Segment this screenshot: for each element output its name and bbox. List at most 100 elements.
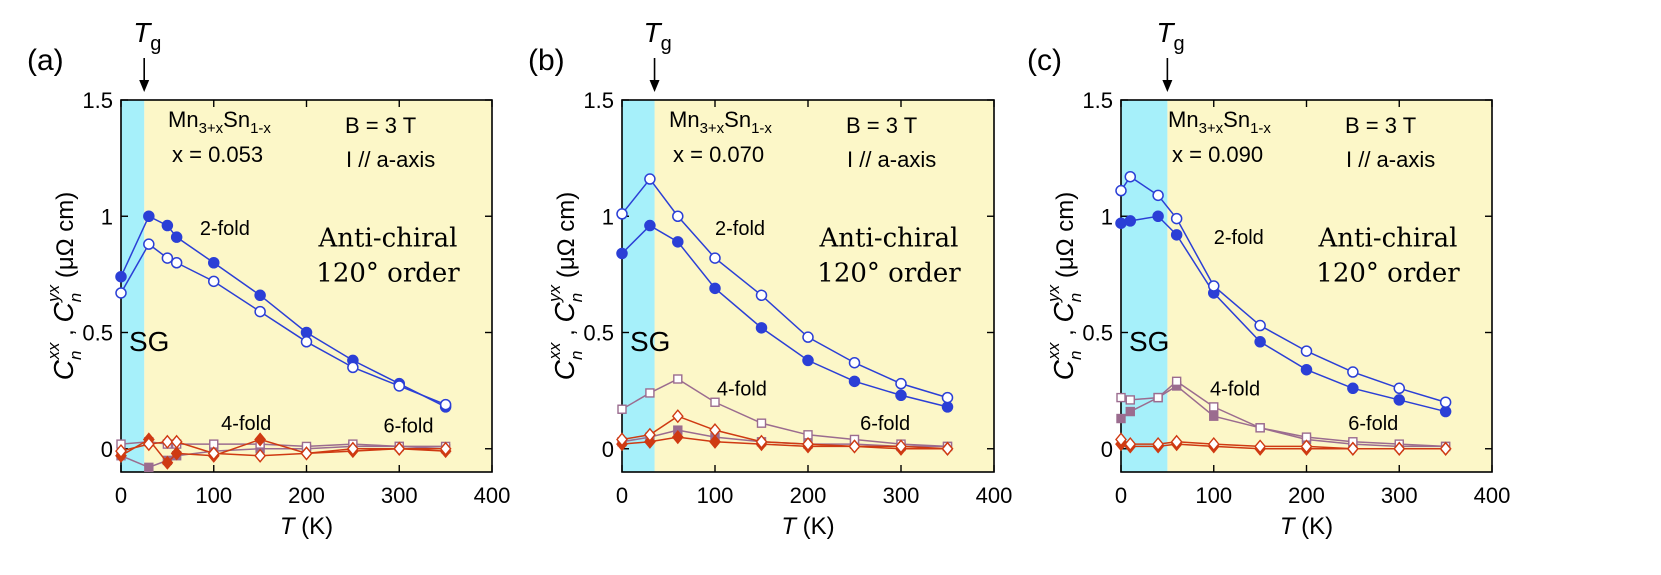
series-line (1120, 380, 1446, 448)
tg-label-main: T (133, 17, 152, 48)
series-two-xx (115, 210, 452, 413)
data-point (1393, 394, 1405, 406)
data-point (1171, 376, 1182, 387)
data-point (895, 389, 907, 402)
series-two-yx (1115, 170, 1452, 408)
series-line (1120, 438, 1446, 450)
panel-label: (b) (528, 44, 565, 77)
series-line (120, 438, 446, 464)
y-tick-label: 0.5 (82, 321, 113, 346)
y-axis-title-part: n (66, 293, 85, 302)
data-point (1300, 345, 1313, 357)
data-point (616, 432, 628, 447)
x-tick-label: 100 (697, 483, 734, 508)
data-point (645, 388, 655, 398)
data-point (142, 437, 155, 452)
data-point (1125, 395, 1135, 405)
data-point (1170, 434, 1183, 449)
data-point (115, 287, 127, 299)
tg-label-main: T (644, 17, 663, 48)
data-point (1346, 441, 1359, 456)
y-axis-title-part: C (1048, 359, 1079, 380)
data-point (755, 289, 768, 302)
x-tick-label: 400 (1474, 483, 1511, 508)
sg-label: SG (1129, 326, 1169, 357)
data-point (802, 331, 814, 343)
data-point (170, 231, 183, 243)
y-axis-title-part: n (66, 351, 85, 360)
series-six-yx (115, 434, 452, 463)
y-tick-label: 0.5 (583, 321, 614, 346)
data-point (848, 375, 861, 388)
y-tick-label: 1.5 (1082, 88, 1113, 113)
y-tick-label: 1.5 (82, 88, 113, 113)
data-point (710, 397, 720, 407)
data-point (1393, 441, 1406, 456)
data-point (161, 219, 174, 232)
tg-label-sub: g (150, 33, 161, 55)
x-axis-title: T (K) (781, 513, 834, 540)
data-point (643, 427, 656, 442)
data-point (1439, 441, 1452, 456)
data-point (1153, 392, 1163, 403)
data-point (346, 441, 359, 456)
y-axis-title: Cnxx , Cnyx (μΩ cm) (545, 192, 586, 381)
current-label: I // a-axis (847, 147, 936, 172)
x-axis-var: T (781, 513, 798, 540)
phase-label-line1: Anti-chiral (1318, 223, 1458, 253)
data-point (755, 322, 768, 334)
fold-label-two: 2-fold (200, 218, 250, 240)
composition-sub-1: 3+x (700, 120, 725, 137)
fold-label-six: 6-fold (1348, 413, 1398, 435)
data-point (1254, 319, 1266, 332)
fold-label-four: 4-fold (221, 413, 271, 435)
x-axis-title: T (K) (280, 513, 333, 540)
data-point (1152, 189, 1164, 202)
composition-element-sn: Sn (223, 107, 250, 132)
data-point (300, 336, 313, 348)
y-axis-title-part: C (48, 359, 79, 380)
data-point (1209, 402, 1219, 412)
series-line (1120, 215, 1446, 413)
data-point (941, 401, 954, 413)
data-point (671, 430, 684, 445)
data-point (709, 282, 721, 295)
data-point (143, 210, 155, 222)
data-point (709, 423, 721, 438)
data-point (1152, 437, 1165, 452)
x-tick-label: 300 (1381, 483, 1418, 508)
data-point (393, 380, 405, 392)
y-axis-title: Cnxx , Cnyx (μΩ cm) (44, 192, 85, 381)
y-axis-title-part: , (553, 323, 580, 343)
y-axis-title-part: C (549, 302, 580, 323)
x-axis-unit: (K) (295, 513, 334, 540)
fold-label-four: 4-fold (1210, 378, 1260, 400)
series-line (120, 445, 446, 469)
data-point (644, 219, 656, 232)
tg-arrow-head (1162, 80, 1173, 92)
series-two-yx (616, 173, 954, 404)
data-point (672, 210, 684, 222)
composition-element-mn: Mn (168, 107, 199, 132)
data-point (1439, 396, 1452, 408)
y-tick-label: 1 (602, 204, 614, 229)
y-tick-label: 1 (1101, 204, 1113, 229)
x-tick-label: 0 (616, 483, 628, 508)
data-point (143, 238, 155, 250)
x-value-label: x = 0.070 (673, 142, 764, 167)
y-axis-title-part: xx (1044, 342, 1063, 361)
data-point (709, 252, 721, 264)
data-point (709, 434, 721, 449)
data-point (115, 270, 127, 283)
data-point (1209, 411, 1219, 421)
current-label: I // a-axis (1346, 147, 1435, 172)
phase-label-line2: 120° order (817, 258, 961, 288)
series-line (1120, 175, 1446, 403)
tg-arrow-head (139, 80, 150, 92)
series-line (1120, 385, 1446, 448)
x-axis-var: T (1280, 513, 1297, 540)
y-axis-title-part: C (549, 359, 580, 380)
